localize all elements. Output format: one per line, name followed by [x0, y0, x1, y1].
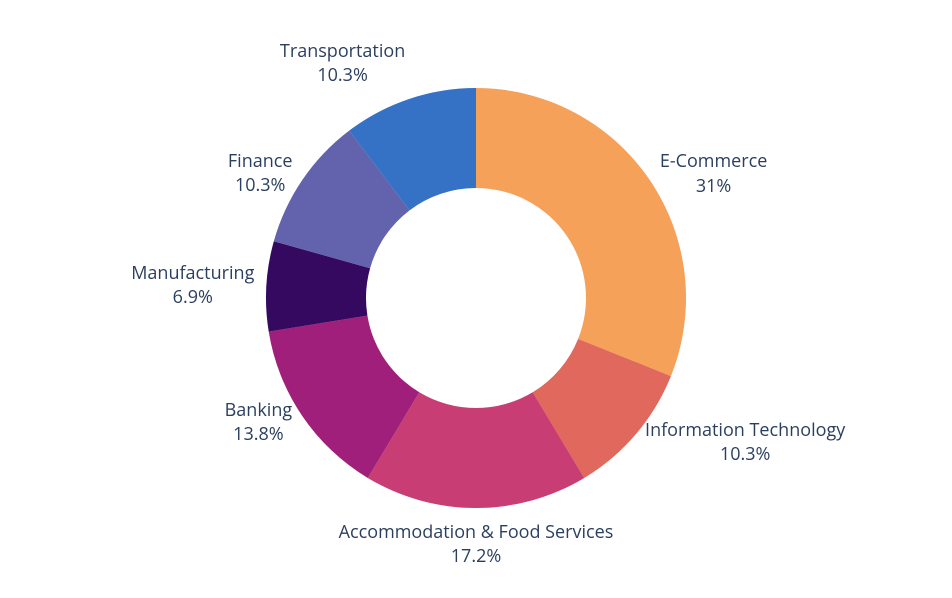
slice-label-manufacturing: Manufacturing 6.9%	[131, 261, 254, 310]
slice-label-finance: Finance 10.3%	[228, 149, 293, 198]
slice-label-it: Information Technology 10.3%	[645, 418, 845, 467]
slice-pct: 31%	[660, 174, 767, 198]
slice-pct: 6.9%	[131, 285, 254, 309]
slice-label-transportation: Transportation 10.3%	[280, 39, 405, 88]
slice-pct: 17.2%	[339, 544, 614, 568]
slice-label-food: Accommodation & Food Services 17.2%	[339, 520, 614, 569]
slice-pct: 10.3%	[280, 63, 405, 87]
slice-pct: 10.3%	[228, 173, 293, 197]
donut-chart-container: E-Commerce 31% Information Technology 10…	[0, 0, 952, 598]
slice-name: Transportation	[280, 39, 405, 63]
slice-label-banking: Banking 13.8%	[225, 398, 292, 447]
slice-name: Banking	[225, 398, 292, 422]
slice-name: Finance	[228, 149, 293, 173]
slice-label-ecommerce: E-Commerce 31%	[660, 149, 767, 198]
slice-name: Accommodation & Food Services	[339, 520, 614, 544]
slice-name: Manufacturing	[131, 261, 254, 285]
slice-pct: 10.3%	[645, 442, 845, 466]
slice	[476, 88, 686, 376]
slice-pct: 13.8%	[225, 422, 292, 446]
slice-name: E-Commerce	[660, 149, 767, 173]
slice-name: Information Technology	[645, 418, 845, 442]
